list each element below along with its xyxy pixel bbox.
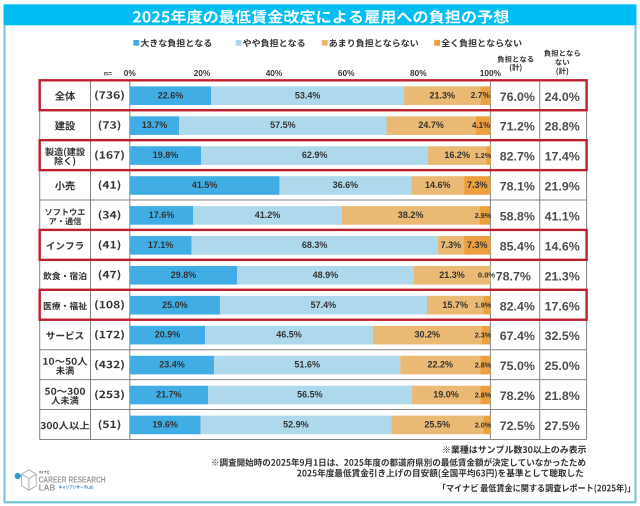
svg-text:0%: 0% — [124, 68, 137, 78]
svg-text:n=: n= — [104, 70, 112, 77]
svg-text:21.9%: 21.9% — [545, 180, 580, 194]
svg-text:46.5%: 46.5% — [276, 330, 302, 340]
svg-text:25.0%: 25.0% — [162, 300, 188, 310]
svg-text:32.5%: 32.5% — [545, 329, 580, 343]
svg-text:2.7%: 2.7% — [471, 90, 491, 100]
svg-text:2.9%: 2.9% — [475, 211, 492, 220]
svg-text:13.7%: 13.7% — [142, 120, 168, 130]
svg-text:14.6%: 14.6% — [425, 180, 451, 190]
svg-text:78.7%: 78.7% — [496, 269, 531, 283]
svg-text:62.9%: 62.9% — [302, 150, 328, 160]
svg-text:7.3%: 7.3% — [467, 240, 488, 250]
svg-text:72.5%: 72.5% — [500, 419, 535, 433]
svg-text:41.5%: 41.5% — [192, 180, 218, 190]
svg-text:0.0%: 0.0% — [478, 271, 496, 280]
svg-text:17.6%: 17.6% — [545, 299, 580, 313]
svg-text:68.3%: 68.3% — [302, 240, 328, 250]
svg-text:21.3%: 21.3% — [439, 270, 465, 280]
svg-text:1.9%: 1.9% — [475, 301, 492, 310]
svg-text:21.7%: 21.7% — [156, 390, 182, 400]
svg-text:LAB: LAB — [39, 484, 56, 493]
svg-text:75.0%: 75.0% — [500, 359, 535, 373]
svg-text:2.0%: 2.0% — [475, 420, 492, 429]
svg-text:24.7%: 24.7% — [418, 120, 444, 130]
svg-text:58.8%: 58.8% — [500, 210, 535, 224]
svg-text:19.0%: 19.0% — [433, 390, 459, 400]
svg-text:CAREER RESEARCH: CAREER RESEARCH — [39, 476, 106, 485]
svg-text:60%: 60% — [338, 68, 355, 78]
svg-text:19.8%: 19.8% — [153, 150, 179, 160]
svg-text:82.4%: 82.4% — [500, 299, 535, 313]
svg-text:82.7%: 82.7% — [500, 150, 535, 164]
svg-text:24.0%: 24.0% — [545, 90, 580, 104]
svg-text:40%: 40% — [266, 68, 283, 78]
svg-text:52.9%: 52.9% — [283, 420, 309, 430]
svg-text:71.2%: 71.2% — [500, 120, 535, 134]
svg-text:80%: 80% — [410, 68, 427, 78]
svg-text:21.3%: 21.3% — [430, 90, 456, 100]
svg-text:28.8%: 28.8% — [545, 120, 580, 134]
svg-text:17.1%: 17.1% — [148, 240, 174, 250]
svg-text:14.6%: 14.6% — [545, 239, 580, 253]
svg-text:21.3%: 21.3% — [545, 269, 580, 283]
svg-text:22.2%: 22.2% — [428, 360, 454, 370]
svg-text:22.6%: 22.6% — [158, 90, 184, 100]
svg-text:41.1%: 41.1% — [545, 210, 580, 224]
svg-text:57.4%: 57.4% — [311, 300, 337, 310]
svg-text:17.4%: 17.4% — [545, 150, 580, 164]
svg-text:2.8%: 2.8% — [475, 391, 492, 400]
svg-text:57.5%: 57.5% — [270, 120, 296, 130]
svg-text:25.0%: 25.0% — [545, 359, 580, 373]
svg-text:29.8%: 29.8% — [171, 270, 197, 280]
svg-text:51.6%: 51.6% — [294, 360, 320, 370]
svg-text:27.5%: 27.5% — [545, 419, 580, 433]
svg-text:15.7%: 15.7% — [442, 300, 468, 310]
svg-text:67.4%: 67.4% — [500, 329, 535, 343]
svg-text:21.8%: 21.8% — [545, 389, 580, 403]
svg-text:36.6%: 36.6% — [333, 180, 359, 190]
svg-text:20.9%: 20.9% — [155, 330, 181, 340]
svg-text:78.2%: 78.2% — [500, 389, 535, 403]
svg-text:7.3%: 7.3% — [441, 240, 462, 250]
svg-text:1.2%: 1.2% — [475, 151, 492, 160]
svg-text:38.2%: 38.2% — [398, 210, 424, 220]
svg-text:56.5%: 56.5% — [297, 390, 323, 400]
svg-text:30.2%: 30.2% — [415, 330, 441, 340]
svg-text:85.4%: 85.4% — [500, 239, 535, 253]
svg-text:16.2%: 16.2% — [444, 150, 470, 160]
svg-text:48.9%: 48.9% — [313, 270, 339, 280]
svg-text:7.3%: 7.3% — [467, 180, 488, 190]
svg-text:78.1%: 78.1% — [500, 180, 535, 194]
svg-text:53.4%: 53.4% — [295, 90, 321, 100]
svg-text:41.2%: 41.2% — [255, 210, 281, 220]
svg-text:4.1%: 4.1% — [472, 121, 490, 130]
svg-text:25.5%: 25.5% — [424, 420, 450, 430]
svg-text:20%: 20% — [194, 68, 211, 78]
svg-text:100%: 100% — [480, 68, 502, 78]
svg-text:17.6%: 17.6% — [149, 210, 175, 220]
svg-text:19.6%: 19.6% — [152, 420, 178, 430]
svg-text:2.8%: 2.8% — [475, 361, 492, 370]
svg-text:23.4%: 23.4% — [159, 360, 185, 370]
svg-text:2.3%: 2.3% — [475, 331, 492, 340]
svg-text:76.0%: 76.0% — [500, 90, 535, 104]
